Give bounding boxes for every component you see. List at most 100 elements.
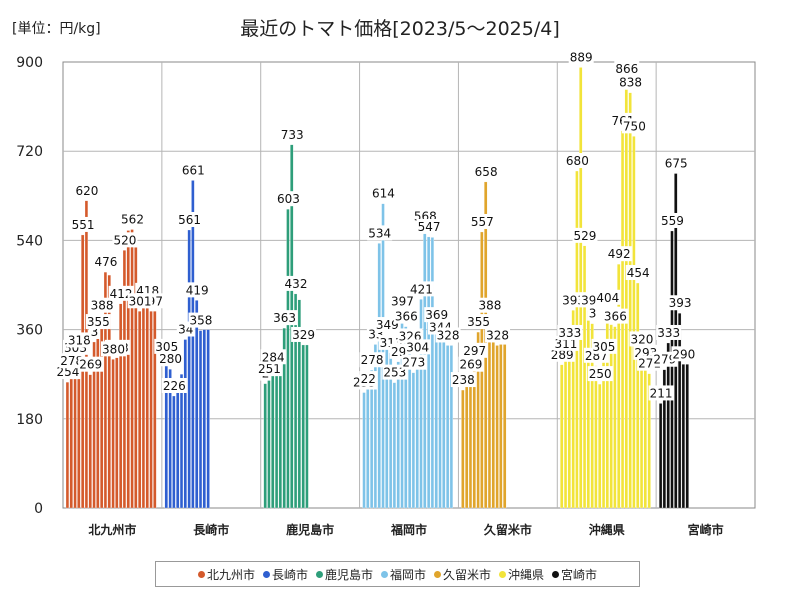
data-label-bg [66, 332, 92, 348]
data-label-bg [158, 351, 184, 367]
data-label-bg [591, 338, 617, 354]
data-label-bg [359, 352, 385, 368]
bar [187, 229, 191, 509]
data-label: 397 [389, 293, 415, 309]
bar [263, 383, 267, 509]
legend-label: 鹿児島市 [324, 567, 373, 582]
bar [579, 67, 583, 509]
data-label-text: 603 [277, 192, 300, 206]
bar [183, 339, 187, 509]
data-label-text: 211 [650, 386, 673, 400]
bar [145, 300, 149, 509]
bar [366, 388, 370, 509]
data-label-bg [458, 356, 484, 372]
bar [278, 359, 282, 509]
data-label: 328 [435, 327, 461, 343]
bar [191, 180, 195, 509]
data-label-text: 557 [471, 215, 494, 229]
data-label-bg [256, 361, 282, 377]
data-label-bg [625, 265, 651, 281]
y-tick-label: 180 [16, 412, 43, 428]
data-label-bg [587, 366, 613, 382]
data-label: 750 [621, 118, 647, 134]
data-label-text: 301 [129, 294, 152, 308]
data-label-text: 658 [475, 165, 498, 179]
x-category-label: 沖縄県 [589, 522, 625, 537]
legend-item: 福岡市 [380, 566, 426, 583]
bar [624, 78, 628, 509]
x-category-label: 福岡市 [390, 522, 427, 537]
data-label: 658 [473, 163, 499, 179]
data-label-text: 3 [589, 307, 597, 321]
data-label-text: 529 [574, 229, 597, 243]
data-label-bg [648, 385, 674, 401]
data-label: 432 [283, 275, 309, 291]
bar [168, 369, 172, 509]
data-label-bg [59, 353, 85, 369]
data-label-text: 661 [182, 163, 205, 177]
data-label-text: 355 [467, 315, 490, 329]
data-label-bg [389, 293, 415, 309]
y-tick-label: 540 [16, 233, 43, 249]
bar [491, 336, 495, 509]
data-label: 733 [279, 126, 305, 142]
unit-label: [単位：円/kg] [12, 21, 101, 37]
legend-marker-icon [197, 570, 205, 578]
bar [134, 247, 138, 509]
legend-item: 久留米市 [434, 566, 491, 583]
data-label-text: 238 [452, 373, 475, 387]
data-label-bg [101, 341, 126, 357]
bar [73, 357, 77, 509]
data-label-text: 318 [68, 333, 91, 347]
bar [590, 323, 594, 509]
data-label-text: 305 [593, 340, 616, 354]
data-label: 369 [424, 307, 450, 323]
bar [411, 372, 415, 509]
bar [609, 324, 613, 509]
data-label-text: 253 [383, 366, 406, 380]
data-label-text: 369 [425, 308, 448, 322]
bar [674, 173, 678, 509]
data-label: 329 [291, 326, 317, 342]
data-label-bg [595, 289, 621, 305]
data-label-bg [621, 118, 647, 134]
bar [286, 209, 290, 509]
data-label: 380 [101, 341, 126, 357]
data-label: 404 [595, 289, 621, 305]
bar [404, 326, 408, 509]
data-label: 349 [374, 317, 400, 333]
data-label: 211 [648, 385, 674, 401]
data-label-text: 297 [463, 344, 486, 358]
data-label-bg [120, 211, 145, 227]
data-label-text: 328 [486, 328, 509, 342]
bar [126, 230, 130, 509]
bar [271, 367, 275, 509]
data-label: 454 [625, 265, 651, 281]
data-label-text: 289 [551, 348, 574, 362]
data-label-text: 889 [570, 50, 593, 64]
data-label-bg [405, 339, 431, 355]
gridlines [63, 62, 755, 508]
data-label-text: 355 [87, 315, 110, 329]
bar [415, 357, 419, 509]
data-label: 333 [656, 324, 682, 340]
data-label: 366 [602, 308, 628, 324]
bar [149, 311, 153, 509]
data-label-bg [78, 356, 104, 372]
data-label-text: 680 [566, 154, 589, 168]
bar [446, 345, 450, 509]
data-label-bg [477, 297, 503, 313]
data-label-text: 254 [56, 365, 79, 379]
data-label-text: 562 [121, 212, 144, 226]
data-label: 520 [112, 232, 138, 248]
data-label-text: 284 [262, 350, 285, 364]
bar [499, 344, 503, 509]
data-label-text: 551 [72, 218, 95, 232]
bar [153, 311, 157, 509]
data-label: 603 [275, 191, 301, 207]
bar [639, 349, 644, 509]
data-label-bg [161, 378, 187, 394]
data-label-text: 278 [361, 353, 384, 367]
data-label-bg [606, 246, 632, 262]
data-label: 269 [458, 356, 484, 372]
